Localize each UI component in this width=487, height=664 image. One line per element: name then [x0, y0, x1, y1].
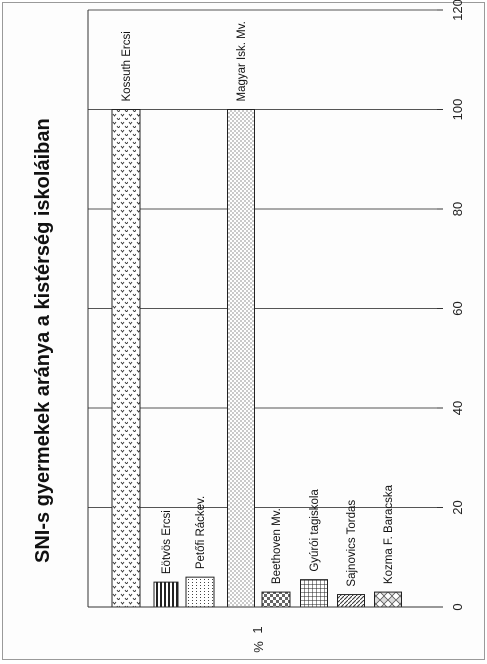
category-label: Petőfi Ráckev. — [195, 496, 207, 569]
value-tick-label: 20 — [450, 500, 465, 514]
value-tick-label: 40 — [450, 401, 465, 415]
category-label: Kossuth Ercsi — [121, 31, 133, 101]
category-label: Beethoven Mv. — [271, 508, 283, 584]
value-tick-label: 0 — [450, 603, 465, 610]
bar — [227, 109, 255, 608]
category-label: Kozma F. Baracska — [383, 484, 395, 584]
axes — [87, 10, 437, 608]
bar — [111, 109, 141, 608]
value-tick-label: 120 — [450, 0, 465, 21]
category-label: Gyúrói tagiskola — [309, 489, 321, 572]
bar — [153, 581, 179, 608]
bar — [261, 591, 291, 608]
value-tick-label: 60 — [450, 301, 465, 315]
category-tick-label: 1 — [250, 626, 265, 633]
y-axis-label: % — [251, 641, 266, 653]
value-tick-labels: 0 20 40 60 80 100 120 — [450, 0, 465, 611]
bar — [337, 594, 365, 608]
category-label: Eötvös Ercsi — [161, 510, 173, 574]
category-label: Magyar Isk. Mv. — [236, 21, 248, 101]
bar — [374, 591, 402, 608]
bar — [300, 579, 328, 608]
chart-title: SNI-s gyermekek aránya a kistérség iskol… — [32, 118, 54, 563]
bar — [185, 576, 215, 608]
bars — [111, 109, 402, 608]
value-tick-label: 80 — [450, 202, 465, 216]
value-tick-label: 100 — [450, 99, 465, 121]
gridlines — [88, 9, 443, 608]
category-labels: Kossuth Ercsi Eötvös Ercsi Petőfi Ráckev. M… — [121, 21, 395, 586]
category-label: Sajnovics Tordas — [346, 500, 358, 587]
